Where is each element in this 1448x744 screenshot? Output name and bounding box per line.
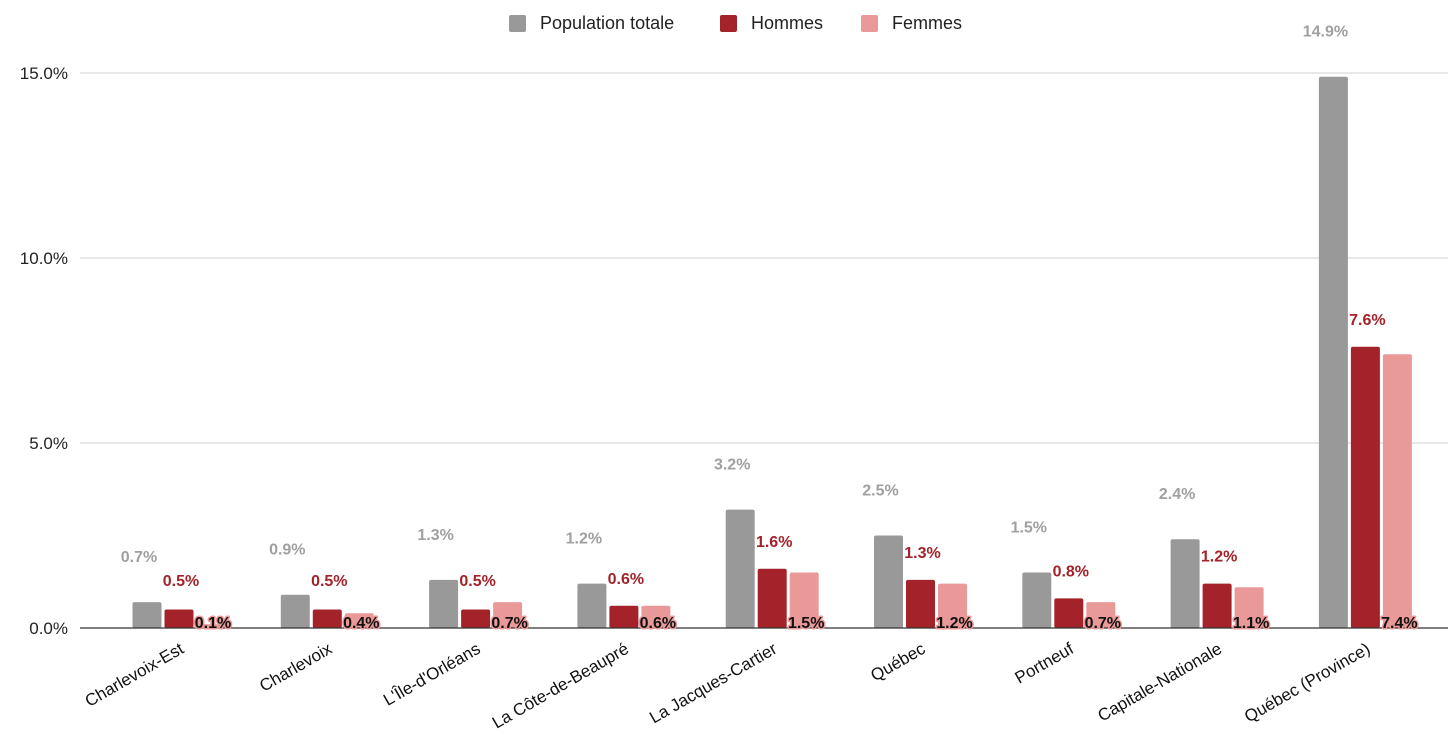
data-label: 1.6% [756, 534, 792, 551]
bar [312, 609, 342, 628]
x-tick-label: Capitale-Nationale [1094, 639, 1225, 725]
bar [938, 583, 967, 628]
bar [196, 624, 226, 628]
bar [641, 605, 671, 628]
data-label: 14.9% [1303, 24, 1348, 41]
data-label: 0.7% [121, 549, 157, 566]
bar [609, 605, 639, 628]
data-label: 0.1% [195, 615, 231, 632]
data-label: 1.2% [1201, 549, 1237, 566]
x-tick-label: Québec [867, 639, 928, 685]
x-tick-label: La Côte-de-Beaupré [489, 639, 632, 732]
y-tick-label: 10.0% [20, 249, 68, 268]
data-label: 1.2% [936, 615, 972, 632]
bar [1318, 76, 1348, 628]
legend-label-femmes: Femmes [892, 12, 963, 33]
bar [1022, 572, 1052, 628]
x-tick-label: Charlevoix [256, 639, 335, 696]
data-label: 1.2% [566, 531, 602, 548]
x-tick-label: L'Île-d'Orléans [380, 639, 484, 710]
bar [461, 609, 491, 628]
data-label: 1.3% [904, 545, 940, 562]
data-label: 0.6% [608, 571, 644, 588]
bar [493, 602, 523, 628]
data-label: 0.9% [269, 542, 305, 559]
data-label: 0.6% [640, 615, 676, 632]
data-label: 0.5% [163, 573, 199, 590]
bar [1234, 587, 1264, 628]
data-label: 7.6% [1349, 312, 1385, 329]
legend-label-population-totale: Population totale [540, 12, 675, 33]
bar [725, 509, 755, 628]
legend-item-hommes: Hommes [720, 10, 823, 36]
bar [1086, 602, 1116, 628]
x-tick-label: Québec (Province) [1241, 639, 1373, 726]
bar [757, 568, 787, 628]
data-label: 7.4% [1381, 615, 1417, 632]
data-label: 0.4% [343, 615, 379, 632]
legend-swatch-hommes [720, 14, 737, 32]
bar [906, 579, 935, 628]
legend-swatch-population-totale [509, 14, 526, 32]
data-label: 0.7% [491, 615, 527, 632]
data-label: 1.1% [1233, 615, 1269, 632]
data-label: 2.4% [1159, 486, 1195, 503]
y-tick-label: 15.0% [20, 64, 68, 83]
data-label: 3.2% [714, 457, 750, 474]
bar [1350, 346, 1380, 628]
legend-swatch-femmes [861, 14, 878, 32]
data-label: 2.5% [862, 483, 898, 500]
bar [1054, 598, 1084, 628]
x-tick-label: Portneuf [1012, 639, 1077, 688]
data-label: 0.7% [1085, 615, 1121, 632]
bar [1170, 539, 1200, 628]
legend-label-hommes: Hommes [751, 12, 824, 33]
data-label: 1.3% [417, 527, 453, 544]
bar [1382, 354, 1412, 628]
data-label: 1.5% [1011, 520, 1047, 537]
data-label: 0.5% [459, 573, 495, 590]
bar [577, 583, 607, 628]
data-label: 0.5% [311, 573, 347, 590]
y-tick-label: 5.0% [29, 434, 68, 453]
data-label: 0.8% [1053, 563, 1089, 580]
bar [344, 613, 374, 628]
data-label: 1.5% [788, 615, 824, 632]
x-tick-label: La Jacques-Cartier [646, 639, 780, 727]
bar [280, 594, 310, 628]
bar [429, 579, 459, 628]
bar [132, 602, 162, 628]
x-tick-label: Charlevoix-Est [82, 639, 187, 711]
legend-item-population-totale: Population totale [509, 10, 674, 36]
bar [1202, 583, 1232, 628]
legend-item-femmes: Femmes [861, 10, 962, 36]
bar [874, 535, 903, 628]
bar [789, 572, 819, 628]
bar [164, 609, 194, 628]
y-tick-label: 0.0% [29, 619, 68, 638]
